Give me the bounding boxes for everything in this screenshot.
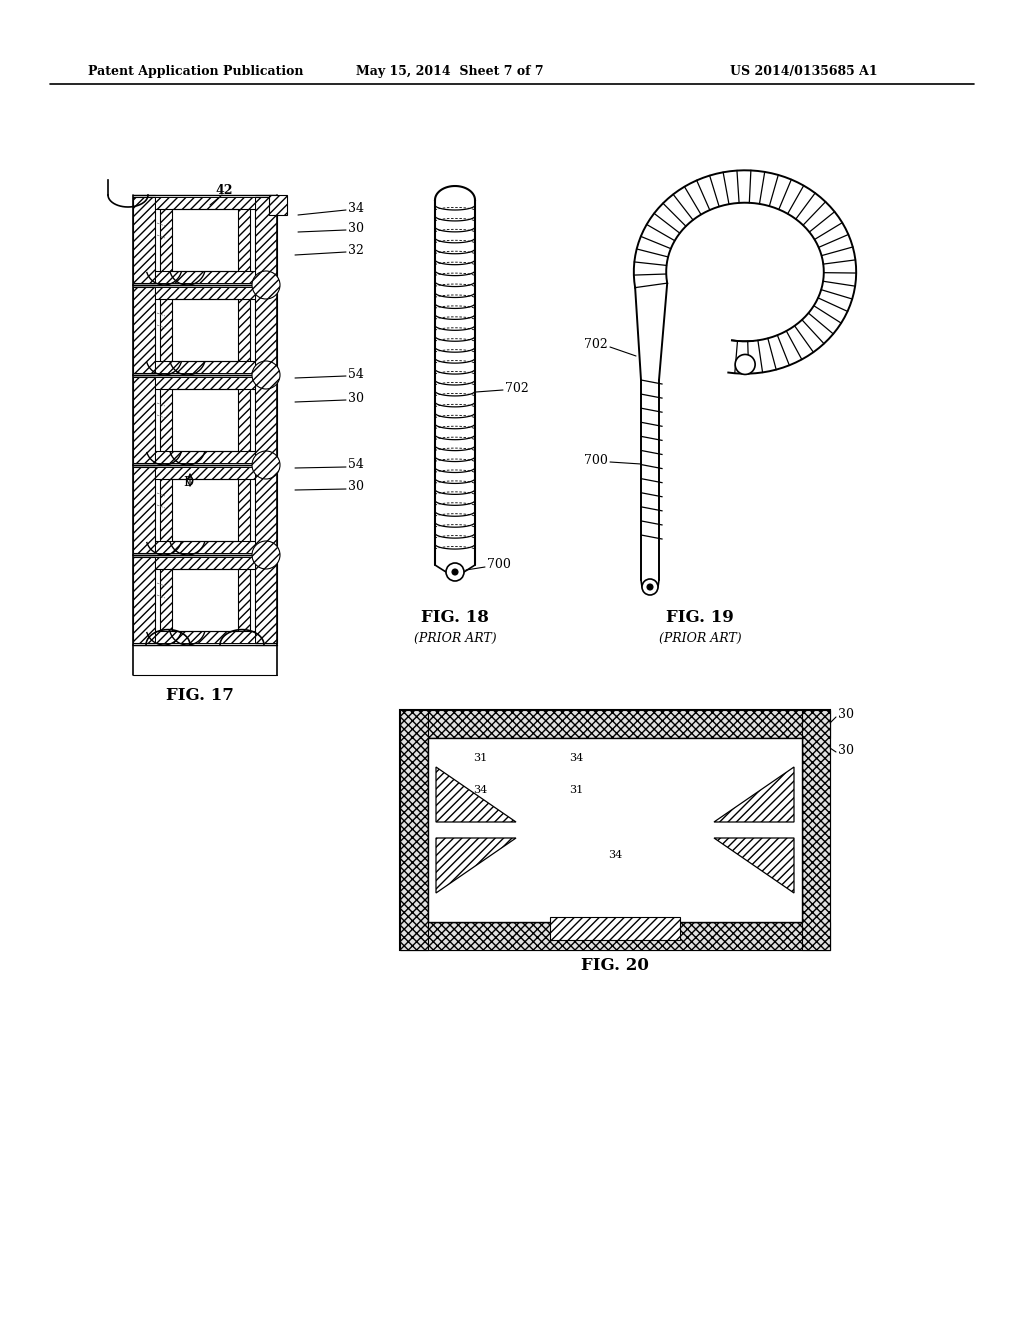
Polygon shape [255,197,278,282]
Polygon shape [155,360,255,374]
Polygon shape [238,564,250,638]
Polygon shape [155,378,255,389]
Polygon shape [714,838,794,894]
Polygon shape [160,203,172,277]
Circle shape [735,355,755,375]
Polygon shape [269,195,287,215]
Polygon shape [238,293,250,367]
Polygon shape [133,378,155,463]
Polygon shape [155,557,255,569]
Text: 34: 34 [348,202,364,214]
Text: 30: 30 [838,709,854,722]
Polygon shape [155,271,255,282]
Text: 30: 30 [348,480,364,494]
Polygon shape [155,631,255,643]
Polygon shape [255,286,278,374]
Polygon shape [155,541,255,553]
Polygon shape [238,383,250,457]
Text: 54: 54 [348,368,364,381]
Text: (PRIOR ART): (PRIOR ART) [658,631,741,644]
Text: May 15, 2014  Sheet 7 of 7: May 15, 2014 Sheet 7 of 7 [356,66,544,78]
Text: 34: 34 [473,785,487,795]
Polygon shape [155,451,255,463]
Text: FIG. 17: FIG. 17 [166,686,233,704]
Polygon shape [400,710,830,738]
Text: 42: 42 [215,183,232,197]
Polygon shape [550,917,680,940]
Circle shape [252,360,280,389]
Polygon shape [428,738,802,921]
Text: US 2014/0135685 A1: US 2014/0135685 A1 [730,66,878,78]
Circle shape [252,271,280,300]
Polygon shape [160,473,172,546]
Text: D: D [183,475,194,488]
Polygon shape [155,197,255,209]
Text: 54: 54 [348,458,364,471]
Polygon shape [160,564,172,638]
Text: 34: 34 [569,752,583,763]
Text: 702: 702 [505,381,528,395]
Text: 32: 32 [348,243,364,256]
Text: 30: 30 [348,392,364,404]
Text: 31: 31 [473,752,487,763]
Text: 702: 702 [585,338,608,351]
Polygon shape [255,467,278,553]
Circle shape [647,583,653,590]
Text: FIG. 20: FIG. 20 [581,957,649,974]
Circle shape [446,564,464,581]
Polygon shape [133,286,155,374]
Text: 30: 30 [348,222,364,235]
Polygon shape [255,378,278,463]
Polygon shape [133,197,155,282]
Polygon shape [133,557,155,643]
Polygon shape [155,286,255,300]
Text: (PRIOR ART): (PRIOR ART) [414,631,497,644]
Circle shape [252,451,280,479]
Circle shape [642,579,658,595]
Polygon shape [436,838,516,894]
Polygon shape [155,467,255,479]
Text: 34: 34 [608,850,623,861]
Circle shape [452,569,458,576]
Polygon shape [400,710,830,950]
Polygon shape [400,921,830,950]
Polygon shape [255,557,278,643]
Text: Patent Application Publication: Patent Application Publication [88,66,303,78]
Polygon shape [802,710,830,950]
Text: FIG. 18: FIG. 18 [421,610,488,627]
Polygon shape [714,767,794,822]
Circle shape [252,541,280,569]
Polygon shape [160,383,172,457]
Polygon shape [436,767,516,822]
Text: 700: 700 [584,454,608,466]
Polygon shape [160,293,172,367]
Polygon shape [238,473,250,546]
Text: FIG. 19: FIG. 19 [667,610,734,627]
Polygon shape [133,467,155,553]
Polygon shape [238,203,250,277]
Text: 31: 31 [569,785,583,795]
Polygon shape [400,710,428,950]
Text: 30: 30 [838,743,854,756]
Text: 700: 700 [487,558,511,572]
